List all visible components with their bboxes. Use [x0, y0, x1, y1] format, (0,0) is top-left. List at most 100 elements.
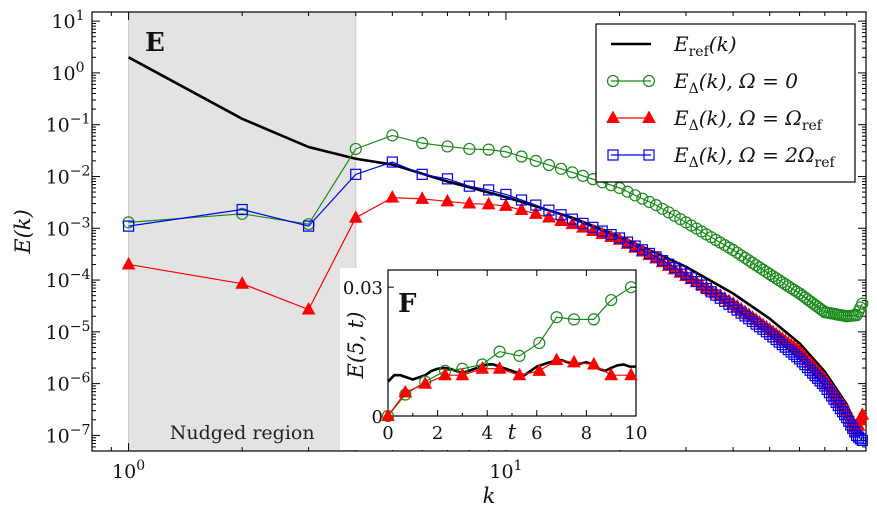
data-point	[735, 307, 747, 319]
inset-data-point	[624, 281, 638, 294]
data-point	[349, 142, 362, 156]
data-point	[543, 204, 555, 216]
data-point	[528, 206, 543, 219]
data-point	[662, 206, 675, 219]
data-point	[621, 236, 634, 248]
data-point	[415, 191, 430, 204]
data-point	[847, 422, 859, 435]
inset-data-point	[418, 376, 433, 389]
inset-data-point	[398, 384, 413, 398]
data-point	[236, 203, 248, 216]
data-point	[576, 220, 590, 233]
legend-entry: EΔ(k), Ω = 2Ωref	[673, 143, 837, 171]
data-point	[348, 210, 363, 223]
data-point	[542, 158, 556, 172]
data-point	[482, 143, 495, 156]
data-point	[727, 301, 739, 313]
inset-data-point	[587, 313, 600, 326]
inset-y-tick-label: 0.03	[343, 278, 383, 299]
inset-data-point	[533, 336, 546, 350]
data-point	[122, 220, 135, 232]
nudged-region	[128, 11, 357, 452]
data-point	[554, 162, 568, 175]
inset-data-point	[492, 361, 507, 374]
inset-x-tick-label: 0	[382, 423, 393, 444]
data-point	[565, 216, 580, 230]
data-point	[643, 195, 656, 209]
legend-marker	[606, 110, 620, 123]
data-point	[463, 180, 475, 192]
y-axis-label: E(k)	[11, 209, 35, 254]
data-point	[773, 274, 786, 287]
inset-x-axis-label: t	[508, 420, 517, 444]
data-point	[441, 173, 454, 185]
data-point	[839, 409, 851, 421]
data-point	[301, 301, 316, 315]
y-tick-label: 10−2	[46, 163, 91, 188]
data-point	[852, 431, 865, 443]
data-point	[757, 323, 769, 335]
data-point	[841, 412, 853, 424]
data-point	[416, 137, 429, 150]
inset-plot: 0 2 4 6 8 10 0 0.03 t E(5, t) F	[340, 268, 647, 450]
inset-x-tick-label: 8	[581, 423, 592, 444]
inset-data-point	[567, 354, 581, 368]
data-point	[416, 168, 428, 180]
data-point	[235, 276, 250, 289]
data-point	[723, 298, 735, 310]
data-point	[386, 129, 399, 142]
x-tick-label: 100	[112, 458, 145, 483]
inset-x-tick-label: 10	[625, 423, 648, 444]
y-tick-label: 10−1	[46, 112, 91, 137]
data-point	[621, 185, 634, 198]
data-point	[854, 433, 867, 445]
data-point	[303, 220, 315, 232]
data-point	[636, 244, 649, 256]
inset-x-tick-label: 4	[481, 423, 492, 444]
inset-data-point	[567, 313, 581, 326]
y-tick-label: 10−7	[46, 422, 91, 447]
data-point	[749, 259, 763, 272]
data-point	[515, 150, 528, 163]
data-point	[481, 196, 496, 210]
data-point	[814, 375, 826, 387]
data-point	[542, 209, 556, 223]
data-point	[766, 270, 780, 283]
data-point	[529, 154, 542, 167]
data-point	[499, 198, 513, 211]
data-point	[629, 189, 642, 202]
data-point	[629, 240, 641, 252]
data-point	[787, 283, 801, 296]
inset-data-point	[605, 293, 618, 307]
data-point	[845, 419, 857, 431]
data-point	[643, 247, 655, 260]
data-point	[613, 232, 626, 244]
inset-x-tick-label: 2	[432, 423, 443, 444]
panel-letter-f: F	[398, 289, 417, 319]
panel-letter-e: E	[145, 28, 165, 58]
inset-data-point	[455, 367, 470, 381]
data-point	[663, 258, 675, 270]
inset-data-point	[586, 356, 601, 370]
data-point	[830, 396, 842, 408]
data-point	[121, 256, 136, 270]
inset-data-point	[624, 367, 638, 381]
inset-series-line	[387, 286, 632, 417]
data-point	[838, 309, 851, 322]
legend-entry: Eref(k)	[673, 32, 737, 60]
data-point	[530, 199, 542, 211]
nudged-region-label: Nudged region	[170, 422, 315, 444]
data-point	[514, 202, 529, 216]
data-point	[605, 229, 617, 241]
y-tick-label: 10−3	[46, 215, 91, 240]
data-point	[462, 196, 477, 209]
data-point	[350, 168, 362, 180]
data-point	[587, 221, 599, 233]
legend: Eref(k) EΔ(k), Ω = 0 EΔ(k), Ω = Ωref EΔ(k),…	[595, 23, 856, 183]
data-point	[848, 309, 861, 322]
data-point	[853, 412, 868, 426]
data-point	[656, 202, 669, 215]
data-point	[776, 276, 789, 289]
data-point	[649, 199, 663, 212]
